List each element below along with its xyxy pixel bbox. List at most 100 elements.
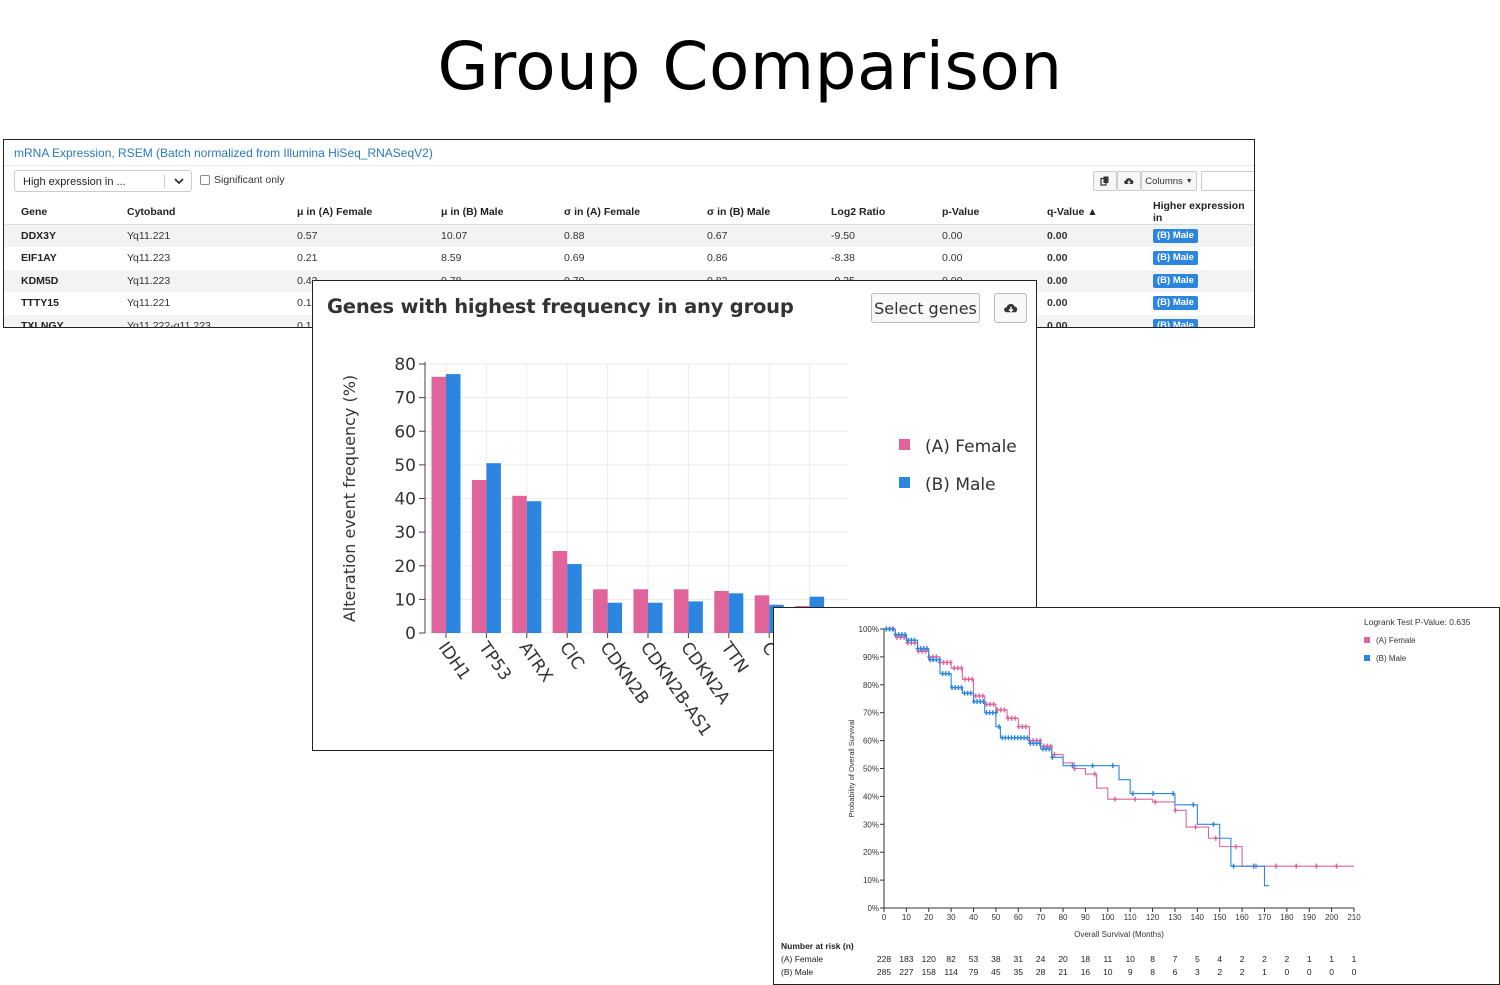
column-header-p-value[interactable]: p-Value — [942, 198, 1047, 225]
column-header-q-value[interactable]: q-Value ▲ — [1047, 198, 1153, 225]
copy-icon — [1100, 176, 1109, 186]
bar-chart-title: Genes with highest frequency in any grou… — [327, 295, 794, 318]
cloud-download-icon — [1003, 304, 1017, 313]
risk-table-value: 0 — [1352, 967, 1357, 977]
select-genes-button[interactable]: Select genes — [871, 293, 980, 323]
column-header-cytoband[interactable]: Cytoband — [127, 198, 297, 225]
survival-curve-female[interactable] — [884, 628, 1354, 867]
x-tick-label: 140 — [1191, 913, 1205, 922]
x-tick-label: 110 — [1124, 913, 1137, 922]
logrank-pvalue: Logrank Test P-Value: 0.635 — [1364, 617, 1471, 627]
bar-female[interactable] — [512, 495, 527, 633]
cell-log2-ratio: -9.50 — [831, 224, 942, 247]
bar-male[interactable] — [648, 602, 663, 633]
bar-male[interactable] — [567, 564, 582, 633]
risk-table-value: 158 — [922, 967, 936, 977]
table-header-row: Gene Cytoband μ in (A) Female μ in (B) M… — [4, 198, 1254, 225]
y-tick-label: 70 — [394, 389, 416, 409]
bar-female[interactable] — [552, 550, 568, 633]
legend-swatch — [899, 477, 910, 488]
chart-download-button[interactable] — [994, 293, 1027, 323]
table-row[interactable]: EIF1AY Yq11.223 0.21 8.59 0.69 0.86 -8.38 0.00 0… — [4, 247, 1254, 270]
risk-table-value: 8 — [1150, 967, 1155, 977]
cell-cytoband: Yq11.221 — [127, 224, 297, 247]
bar-male[interactable] — [446, 374, 461, 633]
bar-female[interactable] — [673, 589, 689, 633]
cell-q-value: 0.00 — [1047, 252, 1068, 265]
risk-table-value: 10 — [1103, 967, 1113, 977]
cell-q-value: 0.00 — [1047, 224, 1153, 247]
columns-dropdown-button[interactable]: Columns ▼ — [1141, 171, 1197, 191]
risk-table-value: 7 — [1173, 954, 1178, 964]
column-header-log2-ratio[interactable]: Log2 Ratio — [831, 198, 942, 225]
censor-marks — [884, 626, 1339, 869]
bar-male[interactable] — [526, 501, 542, 633]
risk-table-value: 3 — [1195, 967, 1200, 977]
cell-mu-female: 0.21 — [297, 252, 318, 265]
x-tick-label: 40 — [969, 913, 978, 922]
risk-table-value: 31 — [1014, 954, 1024, 964]
table-search-input[interactable] — [1201, 171, 1254, 191]
censor-marks — [884, 626, 1256, 869]
risk-table-value: 2 — [1240, 967, 1245, 977]
legend-label[interactable]: (A) Female — [1376, 636, 1416, 645]
table-row[interactable]: TTTY15 Yq11.221 0.1 0.00 (B) Male — [4, 292, 1254, 315]
bar-female[interactable] — [633, 589, 649, 633]
risk-table-value: 0 — [1307, 967, 1312, 977]
bar-male[interactable] — [688, 601, 703, 633]
heading-divider — [4, 165, 1254, 166]
cell-q-value: 0.00 — [1047, 314, 1153, 327]
bar-female[interactable] — [431, 376, 447, 633]
y-axis-label: Probability of Overall Survival — [847, 719, 856, 817]
significant-only-toggle[interactable]: Significant only — [200, 174, 285, 186]
y-tick-label: 50 — [394, 456, 416, 476]
risk-table-value: 24 — [1036, 954, 1046, 964]
column-header-gene[interactable]: Gene — [4, 198, 127, 225]
column-header-higher-expression[interactable]: Higher expression in — [1153, 198, 1254, 225]
column-header-mu-male[interactable]: μ in (B) Male — [441, 198, 564, 225]
bar-male[interactable] — [728, 593, 744, 633]
select-divider — [164, 175, 165, 188]
y-tick-label: 80% — [863, 681, 879, 690]
y-tick-label: 10% — [863, 876, 879, 885]
cell-p-value: 0.00 — [942, 224, 1047, 247]
table-row[interactable]: DDX3Y Yq11.221 0.57 10.07 0.88 0.67 -9.50 0.00 0… — [4, 224, 1254, 247]
risk-table-value: 1 — [1329, 954, 1334, 964]
column-header-mu-female[interactable]: μ in (A) Female — [297, 198, 441, 225]
bar-female[interactable] — [754, 595, 770, 633]
cell-gene: EIF1AY — [21, 252, 57, 265]
bar-female[interactable] — [714, 590, 729, 633]
y-tick-label: 30% — [863, 820, 879, 829]
x-tick-label: 70 — [1036, 913, 1045, 922]
column-header-sigma-male[interactable]: σ in (B) Male — [707, 198, 831, 225]
expression-profile-heading[interactable]: mRNA Expression, RSEM (Batch normalized … — [14, 146, 433, 160]
x-tick-label: 130 — [1168, 913, 1182, 922]
bar-male[interactable] — [486, 463, 501, 633]
risk-table-value: 227 — [899, 967, 913, 977]
copy-button[interactable] — [1093, 171, 1117, 191]
x-tick-label: IDH1 — [434, 638, 474, 684]
bar-female[interactable] — [593, 589, 608, 633]
cell-higher-expression: (B) Male — [1153, 314, 1254, 327]
cell-mu-female: 0.57 — [297, 224, 441, 247]
table-download-button[interactable] — [1117, 171, 1141, 191]
risk-table-value: 285 — [877, 967, 891, 977]
legend-swatch — [899, 439, 910, 450]
chevron-down-icon — [174, 178, 184, 185]
expression-filter-value: High expression in ... — [23, 176, 126, 188]
risk-table-value: 53 — [969, 954, 979, 964]
risk-table-value: 38 — [991, 954, 1001, 964]
bar-female[interactable] — [471, 480, 487, 633]
bar-male[interactable] — [607, 602, 623, 633]
expression-filter-select[interactable]: High expression in ... — [14, 170, 192, 192]
risk-table-value: 4 — [1217, 954, 1222, 964]
legend-label[interactable]: (B) Male — [1376, 654, 1407, 663]
legend-label: (B) Male — [925, 475, 996, 495]
x-tick-label: 0 — [882, 913, 887, 922]
column-header-sigma-female[interactable]: σ in (A) Female — [564, 198, 707, 225]
significant-only-checkbox[interactable] — [200, 175, 210, 185]
cell-sigma-male: 0.86 — [707, 252, 728, 265]
cell-log2-ratio: -8.38 — [831, 252, 855, 265]
survival-curve-male[interactable] — [884, 628, 1269, 887]
y-tick-label: 70% — [863, 709, 879, 718]
